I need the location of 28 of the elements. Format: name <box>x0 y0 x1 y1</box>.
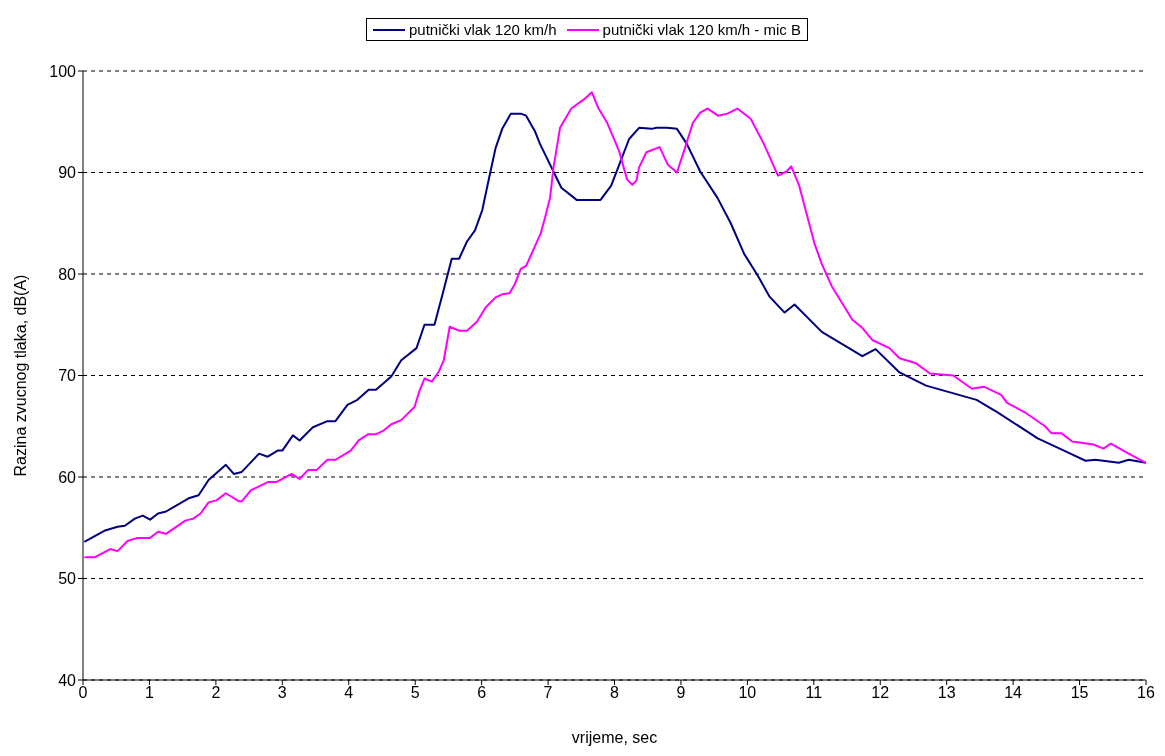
legend-label: putnički vlak 120 km/h - mic B <box>602 21 801 38</box>
y-tick-label: 90 <box>58 164 77 182</box>
x-tick-label: 4 <box>344 684 354 702</box>
y-axis-title: Razina zvucnog tlaka, dB(A) <box>11 274 29 477</box>
x-tick-label: 5 <box>410 684 420 702</box>
x-tick-label: 13 <box>937 684 956 702</box>
x-tick-label: 10 <box>738 684 757 702</box>
x-tick-label: 11 <box>805 684 823 702</box>
y-tick-label: 70 <box>58 367 77 385</box>
y-tick-label: 50 <box>58 570 77 588</box>
x-tick-label: 1 <box>144 684 154 702</box>
x-tick-label: 8 <box>610 684 620 702</box>
x-tick-label: 6 <box>477 684 487 702</box>
x-tick-label: 0 <box>78 684 88 702</box>
y-tick-label: 100 <box>49 62 77 80</box>
legend-label: putnički vlak 120 km/h <box>409 21 557 38</box>
y-tick-label: 60 <box>58 468 77 486</box>
x-axis-title: vrijeme, sec <box>571 729 658 747</box>
y-tick-label: 80 <box>58 265 77 283</box>
x-tick-label: 12 <box>871 684 890 702</box>
x-tick-label: 15 <box>1070 684 1089 702</box>
x-tick-label: 16 <box>1137 684 1155 702</box>
x-tick-label: 3 <box>277 684 287 702</box>
x-tick-label: 7 <box>543 684 553 702</box>
x-tick-label: 14 <box>1004 684 1023 702</box>
x-tick-label: 9 <box>676 684 686 702</box>
x-tick-label: 2 <box>211 684 221 702</box>
y-tick-label: 40 <box>58 671 77 689</box>
